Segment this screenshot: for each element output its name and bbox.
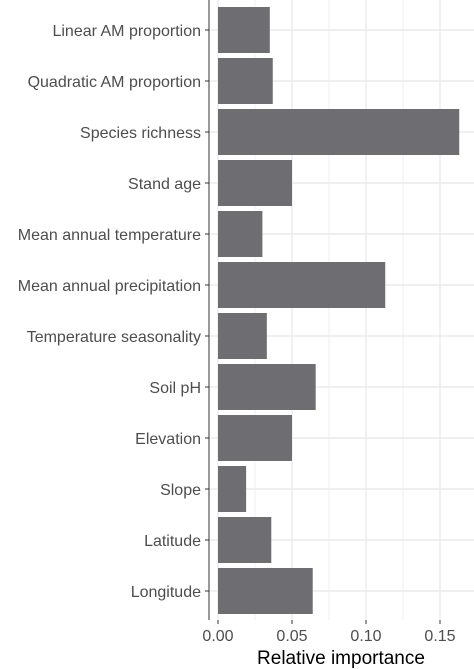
category-label: Soil pH — [149, 380, 201, 397]
category-label: Quadratic AM proportion — [28, 74, 201, 91]
bar — [218, 58, 273, 104]
category-label: Species richness — [80, 125, 201, 142]
category-label: Stand age — [128, 176, 201, 193]
x-tick-label: 0.10 — [350, 628, 381, 645]
category-label: Temperature seasonality — [27, 329, 201, 346]
category-label: Slope — [160, 482, 201, 499]
bar — [218, 262, 386, 308]
x-tick-label: 0.05 — [276, 628, 307, 645]
bar — [218, 517, 272, 563]
bars — [218, 7, 460, 614]
bar — [218, 568, 313, 614]
category-label: Mean annual temperature — [18, 227, 201, 244]
bar — [218, 7, 270, 53]
x-tick-label: 0.00 — [202, 628, 233, 645]
category-label: Longitude — [131, 584, 201, 601]
category-label: Linear AM proportion — [52, 23, 201, 40]
bar — [218, 466, 247, 512]
x-axis-title: Relative importance — [257, 648, 425, 669]
x-tick-label: 0.15 — [424, 628, 455, 645]
category-label: Elevation — [135, 431, 201, 448]
labels: Linear AM proportion Quadratic AM proport… — [18, 23, 456, 645]
bar — [218, 160, 292, 206]
bar — [218, 211, 263, 257]
bar — [218, 313, 267, 359]
category-label: Latitude — [144, 533, 201, 550]
category-label: Mean annual precipitation — [18, 278, 201, 295]
bar — [218, 364, 316, 410]
bar — [218, 415, 292, 461]
axes — [205, 0, 441, 624]
bar — [218, 109, 460, 155]
